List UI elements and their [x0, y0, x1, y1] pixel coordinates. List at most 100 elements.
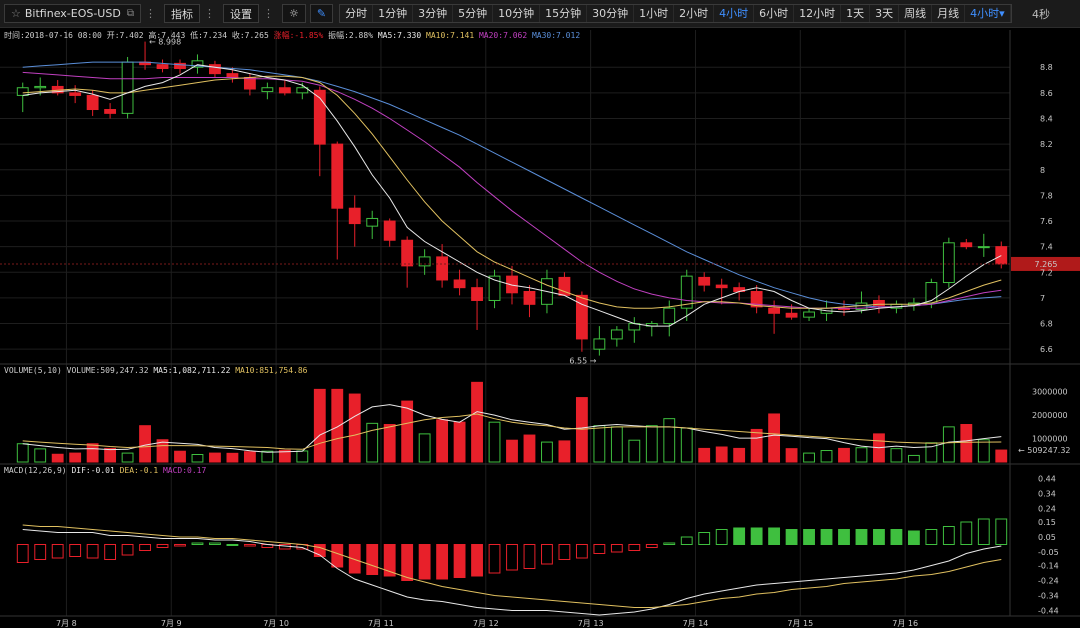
price-tick-10: 8.6: [1040, 89, 1053, 98]
volume-current-label: ← 509247.32: [1018, 446, 1071, 455]
period-0[interactable]: 分时: [340, 5, 374, 22]
macd-bar-20: [366, 544, 379, 575]
volume-bar-48: [855, 447, 868, 463]
candle-20: [366, 217, 379, 227]
candle-25: [453, 279, 466, 289]
more-icon[interactable]: ⋮: [145, 7, 156, 20]
period-3[interactable]: 5分钟: [453, 5, 494, 22]
macd-bar-36: [645, 544, 658, 548]
price-tick-3: 7.2: [1040, 268, 1053, 277]
macd-bar-1: [34, 544, 47, 560]
volume-bar-24: [436, 419, 449, 463]
macd-bar-6: [121, 544, 134, 556]
macd-bar-18: [331, 544, 344, 568]
period-15[interactable]: 月线: [932, 5, 966, 22]
macd-bar-3: [69, 544, 82, 557]
period-1[interactable]: 1分钟: [373, 5, 414, 22]
theme-toggle[interactable]: ☼: [282, 4, 306, 23]
macd-bar-35: [628, 544, 641, 551]
candle-45: [803, 311, 815, 318]
period-2[interactable]: 3分钟: [413, 5, 454, 22]
period-14[interactable]: 周线: [899, 5, 933, 22]
macd-bar-21: [383, 544, 396, 577]
current-price-badge: [1011, 256, 1080, 271]
date-tick-4: 7月 12: [473, 619, 499, 628]
symbol-selector[interactable]: ☆ Bitfinex-EOS-USD ⧉: [4, 4, 141, 23]
macd-bar-24: [436, 544, 449, 580]
period-11[interactable]: 12小时: [794, 5, 842, 22]
draw-tool-button[interactable]: ✎: [309, 4, 334, 23]
volume-bar-0: [16, 443, 29, 463]
volume-bar-39: [698, 447, 711, 463]
candle-53: [942, 242, 955, 284]
candle-0: [16, 87, 29, 96]
price-tick-1: 6.8: [1040, 320, 1053, 329]
price-tick-11: 8.8: [1040, 63, 1053, 72]
macd-bar-29: [523, 544, 536, 569]
price-tick-6: 7.8: [1040, 191, 1053, 200]
candle-39: [698, 276, 711, 286]
period-9[interactable]: 4小时: [714, 5, 755, 22]
expand-icon[interactable]: ⧉: [126, 8, 134, 19]
macd-bar-40: [715, 529, 728, 545]
volume-bar-19: [348, 393, 361, 463]
date-tick-5: 7月 13: [578, 619, 604, 628]
macd-bar-0: [16, 544, 29, 563]
more-icon[interactable]: ⋮: [263, 7, 274, 20]
macd-bar-34: [610, 544, 623, 553]
volume-bar-23: [418, 433, 431, 463]
svg-text:MACD(12,26,9) DIF:-0.01 DEA:: MACD(12,26,9) DIF:-0.01 DEA:-0.1 MACD:0.…: [4, 466, 207, 475]
volume-bar-32: [575, 397, 588, 463]
macd-bar-54: [960, 521, 973, 545]
candle-10: [191, 60, 204, 68]
period-10[interactable]: 6小时: [754, 5, 795, 22]
candle-28: [506, 275, 518, 294]
period-5[interactable]: 15分钟: [540, 5, 588, 22]
macd-bar-39: [698, 532, 711, 545]
volume-bar-11: [209, 452, 221, 463]
symbol-name: Bitfinex-EOS-USD: [24, 7, 121, 20]
volume-tick-1: 2000000: [1032, 411, 1068, 420]
volume-bar-14: [261, 450, 274, 463]
period-13[interactable]: 3天: [870, 5, 900, 22]
period-7[interactable]: 1小时: [634, 5, 675, 22]
star-icon[interactable]: ☆: [11, 7, 21, 20]
macd-bar-44: [785, 529, 798, 545]
date-tick-1: 7月 9: [161, 619, 182, 628]
macd-tick-3: -0.14: [1038, 562, 1059, 571]
candle-56: [995, 246, 1008, 265]
volume-bar-42: [750, 428, 763, 463]
volume-bar-50: [890, 448, 903, 463]
candle-40: [715, 284, 728, 289]
period-dropdown[interactable]: 4小时▾: [965, 5, 1011, 22]
volume-bar-31: [558, 440, 571, 463]
macd-bar-31: [558, 544, 571, 560]
date-tick-8: 7月 16: [892, 619, 918, 628]
more-icon[interactable]: ⋮: [204, 7, 215, 20]
candle-42: [750, 291, 763, 308]
period-12[interactable]: 1天: [841, 5, 871, 22]
volume-bar-33: [593, 425, 606, 463]
settings-button[interactable]: 设置: [223, 4, 259, 23]
price-tick-0: 6.6: [1040, 345, 1053, 354]
volume-bar-7: [139, 425, 151, 463]
period-8[interactable]: 2小时: [674, 5, 715, 22]
period-4[interactable]: 10分钟: [493, 5, 541, 22]
pencil-icon: ✎: [316, 7, 327, 20]
macd-bar-42: [750, 527, 763, 545]
candle-23: [418, 256, 431, 267]
volume-bar-36: [645, 425, 658, 463]
period-6[interactable]: 30分钟: [587, 5, 635, 22]
macd-bar-28: [506, 544, 518, 571]
volume-panel: ← 509247.32: [16, 381, 1071, 463]
candle-17: [313, 89, 326, 145]
macd-bar-50: [890, 529, 903, 545]
volume-bar-25: [453, 421, 466, 463]
candle-11: [209, 64, 221, 75]
indicators-button[interactable]: 指标: [164, 4, 200, 23]
refresh-interval: 4秒: [1032, 8, 1050, 21]
macd-bar-43: [768, 527, 781, 545]
volume-bar-43: [768, 413, 781, 463]
volume-tick-0: 1000000: [1032, 435, 1068, 444]
